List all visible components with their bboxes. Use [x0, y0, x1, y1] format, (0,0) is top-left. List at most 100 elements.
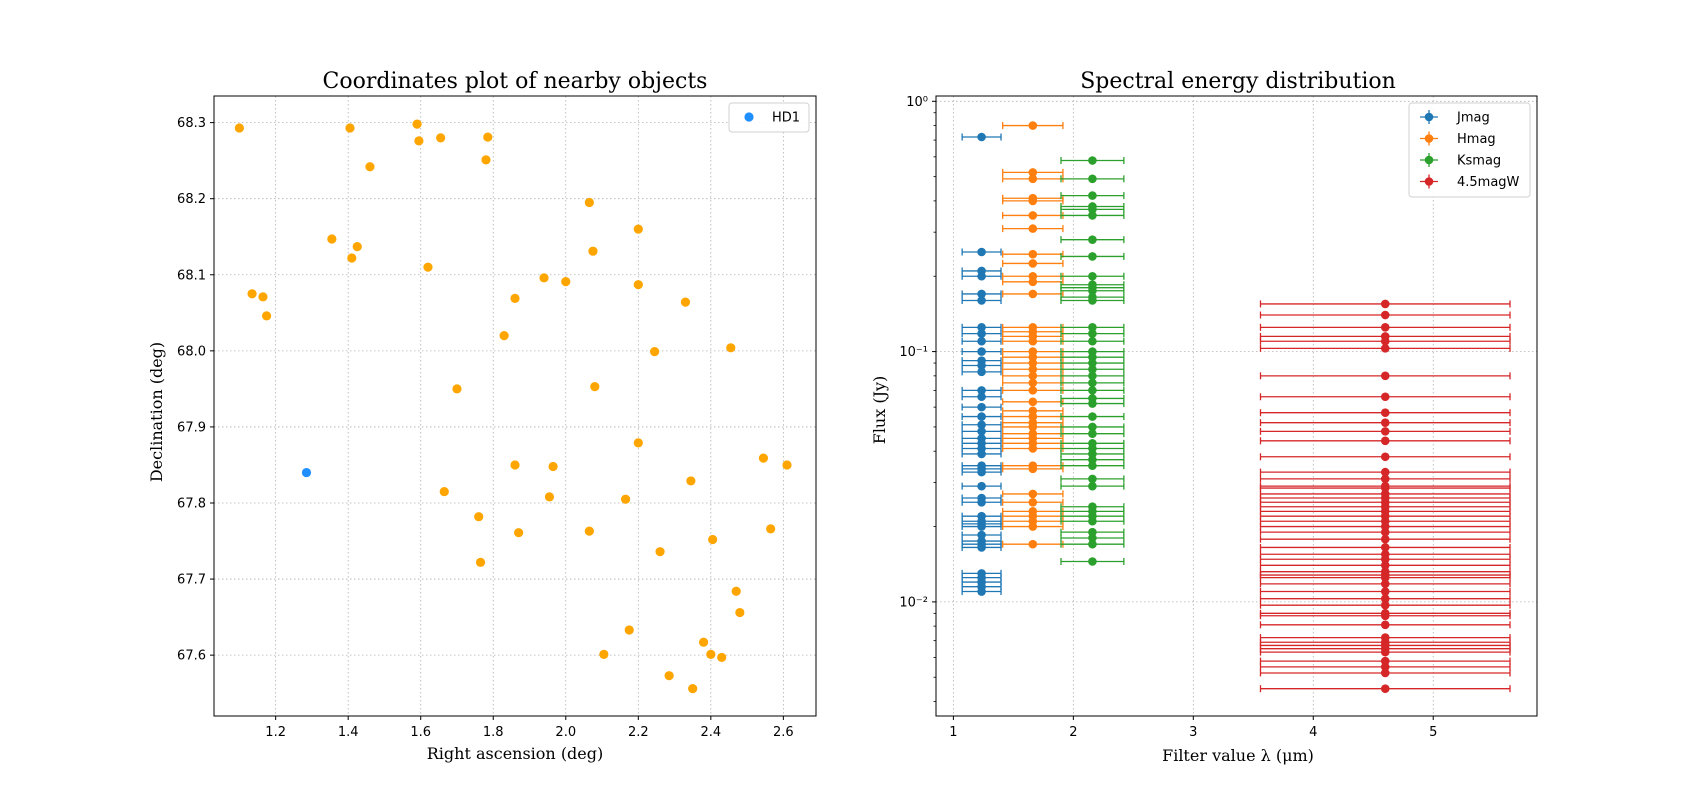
point-jmag	[977, 497, 986, 507]
point-hmag	[1028, 352, 1038, 362]
left-x-axis-label: Right ascension (deg)	[427, 744, 604, 763]
point-ksmag	[1088, 429, 1097, 438]
nearby-object-point	[698, 637, 709, 647]
point-jmag	[977, 543, 986, 552]
point-ksmag	[1088, 271, 1097, 281]
point-4-5magw	[1380, 371, 1390, 381]
point-ksmag	[1088, 211, 1097, 220]
y-tick-label: 67.8	[177, 496, 206, 511]
point-ksmag	[1088, 539, 1097, 549]
nearby-object-point	[782, 460, 792, 470]
point-4-5magw	[1380, 579, 1390, 589]
nearby-object-point	[584, 197, 594, 208]
point-hmag	[1028, 397, 1038, 407]
plot-frame	[213, 95, 817, 717]
nearby-object-point	[347, 253, 357, 263]
point-4-5magw	[1380, 561, 1390, 570]
left-y-axis-label: Declination (deg)	[147, 342, 166, 482]
nearby-object-point	[688, 684, 698, 694]
y-tick-label: 68.2	[177, 192, 206, 207]
point-4-5magw	[1380, 668, 1390, 678]
nearby-object-point	[436, 133, 446, 143]
legend-label: HD1	[772, 111, 800, 126]
point-jmag	[977, 427, 986, 436]
point-ksmag	[1088, 516, 1097, 526]
point-4-5magw	[1380, 543, 1390, 552]
legend-marker	[1424, 155, 1434, 165]
point-ksmag	[1088, 191, 1097, 200]
left-chart-title: Coordinates plot of nearby objects	[323, 69, 708, 94]
point-hmag	[1028, 224, 1038, 233]
point-4-5magw	[1380, 662, 1390, 672]
nearby-object-point	[483, 132, 493, 142]
point-hmag	[1028, 277, 1038, 287]
nearby-object-point	[655, 547, 665, 557]
point-jmag	[977, 386, 986, 395]
point-hmag	[1028, 386, 1038, 395]
nearby-object-point	[481, 155, 491, 165]
point-4-5magw	[1380, 594, 1390, 603]
point-jmag	[977, 323, 986, 332]
nearby-object-point	[584, 526, 594, 536]
point-hmag	[1028, 211, 1038, 220]
point-4-5magw	[1380, 620, 1390, 630]
point-4-5magw	[1380, 534, 1390, 544]
nearby-object-point	[621, 494, 631, 504]
point-ksmag	[1088, 156, 1097, 165]
point-4-5magw	[1380, 427, 1390, 436]
point-hmag	[1028, 289, 1038, 299]
x-tick-label: 1.4	[338, 725, 359, 740]
point-4-5magw	[1380, 299, 1390, 309]
point-ksmag	[1088, 422, 1097, 432]
point-hmag	[1028, 539, 1038, 549]
point-ksmag	[1088, 323, 1097, 332]
point-hmag	[1028, 174, 1038, 184]
nearby-object-point	[717, 652, 727, 663]
nearby-object-point	[664, 671, 674, 681]
point-jmag	[977, 336, 986, 346]
point-jmag	[977, 467, 986, 477]
point-jmag	[977, 449, 986, 459]
point-jmag	[977, 587, 986, 596]
point-hmag	[1028, 378, 1038, 388]
point-ksmag	[1088, 352, 1097, 362]
nearby-object-point	[548, 461, 558, 472]
point-4-5magw	[1380, 684, 1390, 693]
point-jmag	[977, 402, 986, 412]
point-jmag	[977, 361, 986, 370]
legend-label: Hmag	[1457, 132, 1496, 147]
point-ksmag	[1088, 527, 1097, 537]
point-ksmag	[1088, 461, 1097, 471]
nearby-object-point	[624, 625, 634, 635]
point-hmag	[1028, 497, 1038, 507]
x-tick-label: 5	[1429, 725, 1437, 740]
nearby-object-point	[561, 277, 571, 287]
nearby-object-point	[686, 476, 696, 486]
point-hmag	[1028, 371, 1038, 381]
nearby-object-point	[590, 382, 600, 392]
point-ksmag	[1088, 296, 1097, 305]
x-tick-label: 2.4	[700, 725, 721, 740]
y-tick-label: 10⁻²	[899, 595, 928, 610]
nearby-object-point	[510, 460, 520, 470]
legend-marker	[744, 112, 754, 122]
nearby-object-point	[352, 242, 362, 252]
legend-marker	[1424, 112, 1434, 122]
nearby-object-point	[514, 528, 524, 538]
y-tick-label: 10⁰	[906, 95, 928, 110]
x-tick-label: 1.2	[265, 725, 286, 740]
point-hmag	[1028, 444, 1038, 453]
legend-marker	[1424, 134, 1434, 143]
right-y-axis-label: Flux (Jy)	[870, 376, 889, 445]
point-4-5magw	[1380, 336, 1390, 346]
nearby-object-point	[439, 486, 449, 497]
point-hmag	[1028, 121, 1038, 130]
point-4-5magw	[1380, 452, 1390, 462]
coordinates-plot: 1.2 1.4 1.6 1.8 2.0 2.2 2.4 2.6 67.6 67.7 67.8 67.9…	[177, 95, 817, 740]
nearby-object-point	[599, 649, 609, 659]
nearby-object-point	[633, 280, 643, 290]
point-hmag	[1028, 364, 1038, 374]
nearby-object-point	[365, 162, 375, 172]
legend-label: Jmag	[1456, 111, 1490, 126]
x-tick-label: 1.8	[483, 725, 504, 740]
